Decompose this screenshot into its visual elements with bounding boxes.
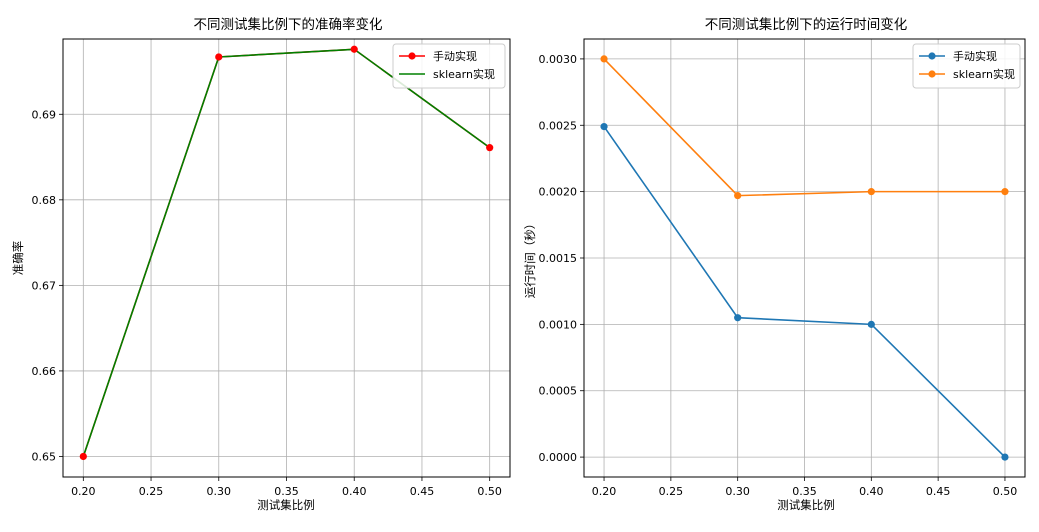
runtime-y-label: 运行时间（秒） xyxy=(523,218,537,299)
x-tick-label: 0.20 xyxy=(592,485,617,498)
runtime-chart-title: 不同测试集比例下的运行时间变化 xyxy=(705,17,908,33)
series-0-point xyxy=(600,123,608,131)
series-0-point xyxy=(867,320,875,328)
accuracy-chart-title: 不同测试集比例下的准确率变化 xyxy=(194,16,383,33)
x-tick-label: 0.40 xyxy=(859,485,884,498)
accuracy-y-label: 准确率 xyxy=(11,241,25,276)
accuracy-grid xyxy=(63,39,510,477)
series-0-point xyxy=(215,53,223,61)
series-1-point xyxy=(867,188,875,196)
x-tick-label: 0.50 xyxy=(477,485,502,498)
series-1-point xyxy=(1001,188,1009,196)
legend-marker xyxy=(928,52,936,60)
y-tick-label: 0.68 xyxy=(32,194,57,207)
runtime-lines xyxy=(600,55,1009,461)
accuracy-legend: 手动实现 sklearn实现 xyxy=(392,43,506,89)
y-tick-label: 0.0025 xyxy=(539,119,578,132)
runtime-grid xyxy=(584,39,1025,477)
runtime-x-label: 测试集比例 xyxy=(777,498,835,512)
y-tick-label: 0.0010 xyxy=(539,318,578,331)
x-tick-label: 0.45 xyxy=(926,485,951,498)
series-0-point xyxy=(1001,453,1009,461)
series-0-point xyxy=(350,45,358,53)
runtime-chart: 不同测试集比例下的运行时间变化 0.20 0.25 0.30 0.35 0.40 0.45… xyxy=(523,17,1026,512)
y-tick-label: 0.0000 xyxy=(539,451,578,464)
x-tick-label: 0.45 xyxy=(410,485,435,498)
accuracy-x-ticks: 0.20 0.25 0.30 0.35 0.40 0.45 0.50 xyxy=(71,477,502,498)
legend-label: 手动实现 xyxy=(953,49,997,63)
y-tick-label: 0.0005 xyxy=(539,385,578,398)
series-0-point xyxy=(486,144,494,152)
series-line-1 xyxy=(82,48,491,457)
series-0-point xyxy=(79,452,87,461)
accuracy-chart: 不同测试集比例下的准确率变化 0.20 0.25 0.30 0.35 0.40 0.45 0… xyxy=(11,16,511,512)
legend-box xyxy=(912,43,1021,89)
legend-box xyxy=(392,43,506,89)
x-tick-label: 0.20 xyxy=(71,485,96,498)
series-0-point xyxy=(734,314,742,322)
accuracy-y-ticks: 0.65 0.66 0.67 0.68 0.69 xyxy=(32,108,63,463)
y-tick-label: 0.67 xyxy=(32,279,57,292)
runtime-legend: 手动实现 sklearn实现 xyxy=(912,43,1021,89)
accuracy-x-label: 测试集比例 xyxy=(257,498,315,512)
runtime-y-ticks: 0.0000 0.0005 0.0010 0.0015 0.0020 0.0025 0.00… xyxy=(539,53,584,464)
x-tick-label: 0.35 xyxy=(792,485,817,498)
y-tick-label: 0.69 xyxy=(32,108,57,121)
y-tick-label: 0.0015 xyxy=(539,252,578,265)
x-tick-label: 0.40 xyxy=(342,485,367,498)
x-tick-label: 0.25 xyxy=(139,485,164,498)
series-1-point xyxy=(734,192,742,200)
accuracy-lines xyxy=(79,45,494,461)
y-tick-label: 0.65 xyxy=(32,450,57,463)
series-line-1 xyxy=(603,58,1005,197)
series-line-0 xyxy=(603,126,1006,458)
x-tick-label: 0.35 xyxy=(274,485,299,498)
runtime-x-ticks: 0.20 0.25 0.30 0.35 0.40 0.45 0.50 xyxy=(592,477,1017,498)
x-tick-label: 0.25 xyxy=(659,485,684,498)
x-tick-label: 0.50 xyxy=(993,485,1018,498)
x-tick-label: 0.30 xyxy=(207,485,232,498)
y-tick-label: 0.66 xyxy=(32,365,57,378)
x-tick-label: 0.30 xyxy=(725,485,750,498)
y-tick-label: 0.0030 xyxy=(539,53,578,66)
legend-label: 手动实现 xyxy=(433,49,477,63)
y-tick-label: 0.0020 xyxy=(539,186,578,199)
series-1-point xyxy=(600,55,608,63)
legend-marker xyxy=(408,52,416,60)
legend-marker xyxy=(928,70,936,78)
legend-label: sklearn实现 xyxy=(953,67,1015,81)
legend-label: sklearn实现 xyxy=(433,67,495,81)
